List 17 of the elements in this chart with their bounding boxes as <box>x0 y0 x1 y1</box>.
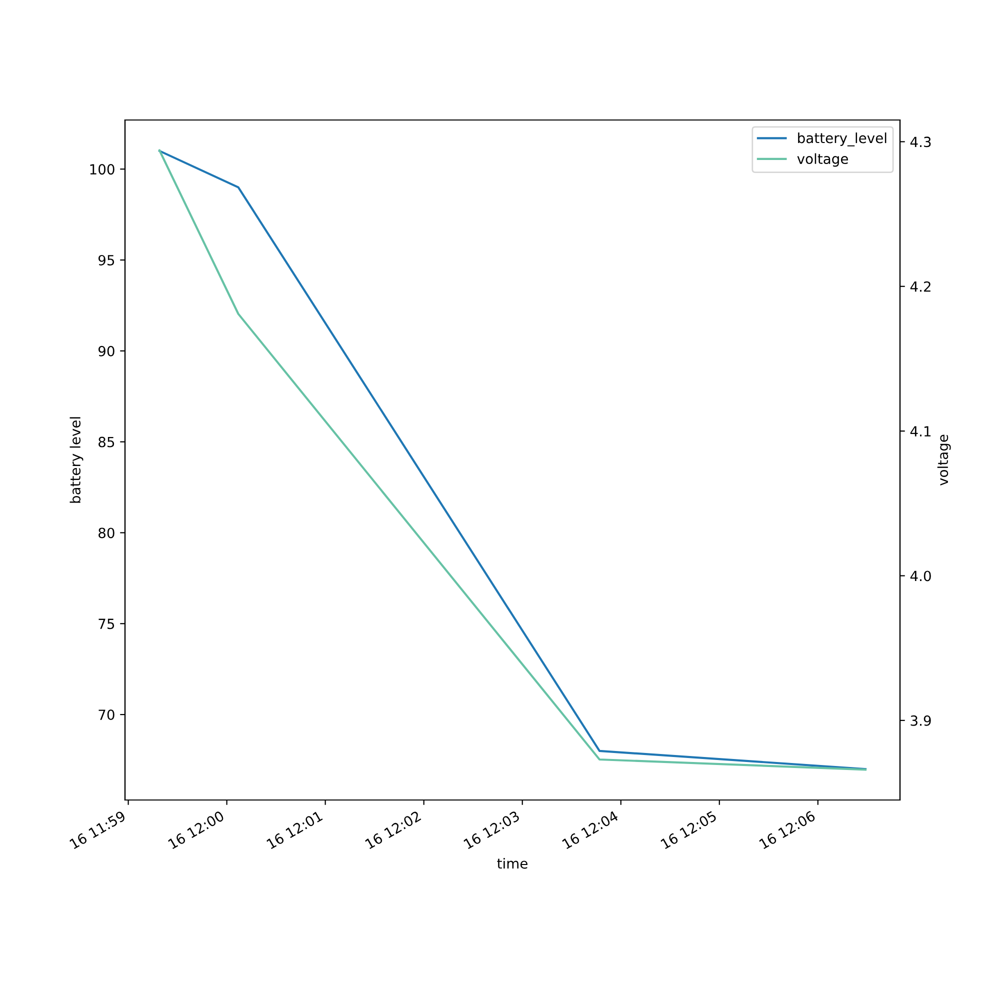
y-tick-label: 100 <box>90 164 114 175</box>
y2-tick-label: 4.3 <box>910 136 931 148</box>
y-tick-label: 80 <box>98 528 114 538</box>
legend-label: voltage <box>797 153 848 167</box>
y-tick-label: 70 <box>98 710 114 720</box>
y-tick-label: 95 <box>98 254 114 266</box>
y2-axis-title: voltage <box>937 434 951 486</box>
y-tick-label: 85 <box>98 436 114 448</box>
y-axis-title: battery level <box>70 417 84 503</box>
y-tick-label: 90 <box>98 346 114 356</box>
y2-tick-label: 4.0 <box>910 570 931 582</box>
legend-label: battery_level <box>798 132 886 146</box>
y-tick-label: 75 <box>98 618 114 630</box>
y2-tick-label: 3.9 <box>910 715 931 726</box>
y2-tick-label: 4.2 <box>910 281 930 292</box>
y2-tick-label: 4.1 <box>910 426 931 436</box>
x-axis-title: time <box>497 858 528 869</box>
